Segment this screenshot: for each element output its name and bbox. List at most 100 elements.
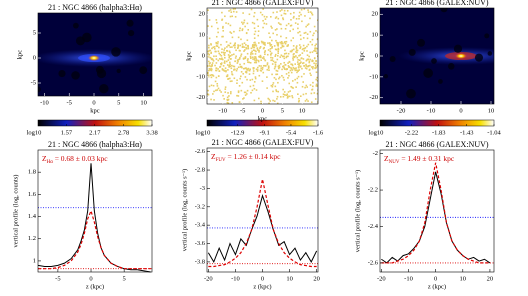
- image-speck: [262, 19, 264, 22]
- image-speck: [307, 65, 310, 67]
- image-speck: [288, 74, 290, 77]
- image-speck: [260, 65, 262, 67]
- image-speck: [249, 68, 251, 71]
- image-speck: [268, 102, 270, 104]
- image-speck: [255, 68, 258, 71]
- image-speck: [292, 80, 294, 82]
- image-speck: [229, 9, 232, 11]
- image-speck: [297, 100, 300, 103]
- x-axis-label: z (kpc): [253, 283, 271, 290]
- x-tick-label: 10: [488, 107, 495, 114]
- image-speck: [308, 69, 311, 71]
- image-speck: [298, 64, 300, 67]
- image-speck: [259, 46, 262, 48]
- image-speck: [266, 62, 269, 64]
- image-speck: [272, 60, 275, 63]
- image-speck: [263, 58, 265, 60]
- image-speck: [257, 97, 260, 100]
- image-speck: [316, 64, 318, 67]
- image-speck: [220, 43, 222, 46]
- x-tick-label: -10: [40, 99, 49, 106]
- image-speck: [269, 50, 272, 53]
- colorbar-tick-label: 2.17: [89, 129, 101, 136]
- image-speck: [253, 57, 256, 60]
- image-speck: [308, 55, 310, 58]
- x-axis-label: kpc: [258, 115, 268, 122]
- image-speck: [215, 45, 218, 47]
- image-speck: [299, 47, 301, 50]
- image-speck: [282, 45, 285, 48]
- image-speck: [216, 85, 219, 87]
- image-speck: [266, 87, 268, 89]
- image-speck: [236, 94, 238, 97]
- image-speck: [245, 70, 248, 73]
- image-speck: [309, 41, 312, 43]
- image-speck: [283, 55, 285, 58]
- image-speck: [286, 9, 289, 12]
- image-speck: [279, 23, 281, 25]
- image-speck: [307, 23, 310, 25]
- image-speck: [304, 86, 306, 89]
- image-speck: [235, 55, 237, 58]
- image-speck: [281, 9, 283, 11]
- image-speck: [223, 70, 226, 72]
- image-speck: [299, 34, 302, 37]
- image-speck: [240, 75, 242, 78]
- image-speck: [259, 54, 262, 57]
- image-speck: [243, 21, 245, 24]
- colorbar-label: log10: [369, 129, 384, 136]
- image-speck: [272, 82, 275, 84]
- image-speck: [304, 67, 307, 69]
- image-speck: [315, 30, 317, 32]
- image-speck: [287, 65, 290, 67]
- image-speck: [305, 59, 308, 62]
- image-speck: [276, 95, 279, 98]
- image-speck: [232, 10, 235, 13]
- y-axis-label: kpc: [185, 51, 192, 61]
- image-speck: [217, 68, 219, 70]
- image-speck: [277, 52, 279, 55]
- colorbar-tick-label: 2.78: [118, 129, 129, 136]
- image-blob: [423, 68, 433, 78]
- image-speck: [306, 33, 309, 35]
- image-speck: [229, 80, 232, 83]
- image-speck: [317, 89, 318, 91]
- image-speck: [278, 66, 281, 69]
- image-speck: [281, 68, 283, 71]
- image-speck: [296, 81, 299, 84]
- image-speck: [208, 67, 211, 70]
- annotation-text: = 1.49 ± 0.31 kpc: [399, 154, 454, 163]
- image-speck: [313, 92, 316, 94]
- image-speck: [208, 60, 210, 63]
- image-speck: [242, 23, 244, 25]
- image-speck: [222, 27, 224, 29]
- image-speck: [257, 59, 260, 62]
- image-speck: [299, 46, 302, 48]
- image-speck: [207, 69, 210, 72]
- y-tick-label: -20: [196, 94, 205, 101]
- image-speck: [208, 46, 210, 49]
- image-speck: [249, 61, 252, 64]
- image-speck: [283, 91, 286, 93]
- image-speck: [229, 58, 232, 60]
- image-speck: [232, 44, 235, 47]
- y-axis-label: vertical profile (log, counts): [12, 175, 19, 248]
- image-speck: [315, 60, 317, 62]
- image-speck: [306, 65, 309, 68]
- image-speck: [215, 42, 218, 45]
- image-blob: [484, 33, 490, 39]
- image-speck: [295, 17, 298, 20]
- annotation: ZFUV = 1.26 ± 0.14 kpc: [211, 152, 281, 163]
- image-speck: [262, 43, 265, 45]
- y-tick-label: 20: [199, 11, 206, 18]
- image-speck: [263, 43, 266, 45]
- image-speck: [241, 81, 244, 84]
- colorbar-tick-label: -12.9: [231, 129, 245, 136]
- image-speck: [284, 63, 287, 66]
- image-speck: [271, 85, 274, 88]
- image-speck: [241, 29, 244, 32]
- image-speck: [293, 11, 295, 14]
- image-speck: [315, 71, 318, 74]
- image-speck: [261, 80, 264, 82]
- image-speck: [298, 54, 300, 57]
